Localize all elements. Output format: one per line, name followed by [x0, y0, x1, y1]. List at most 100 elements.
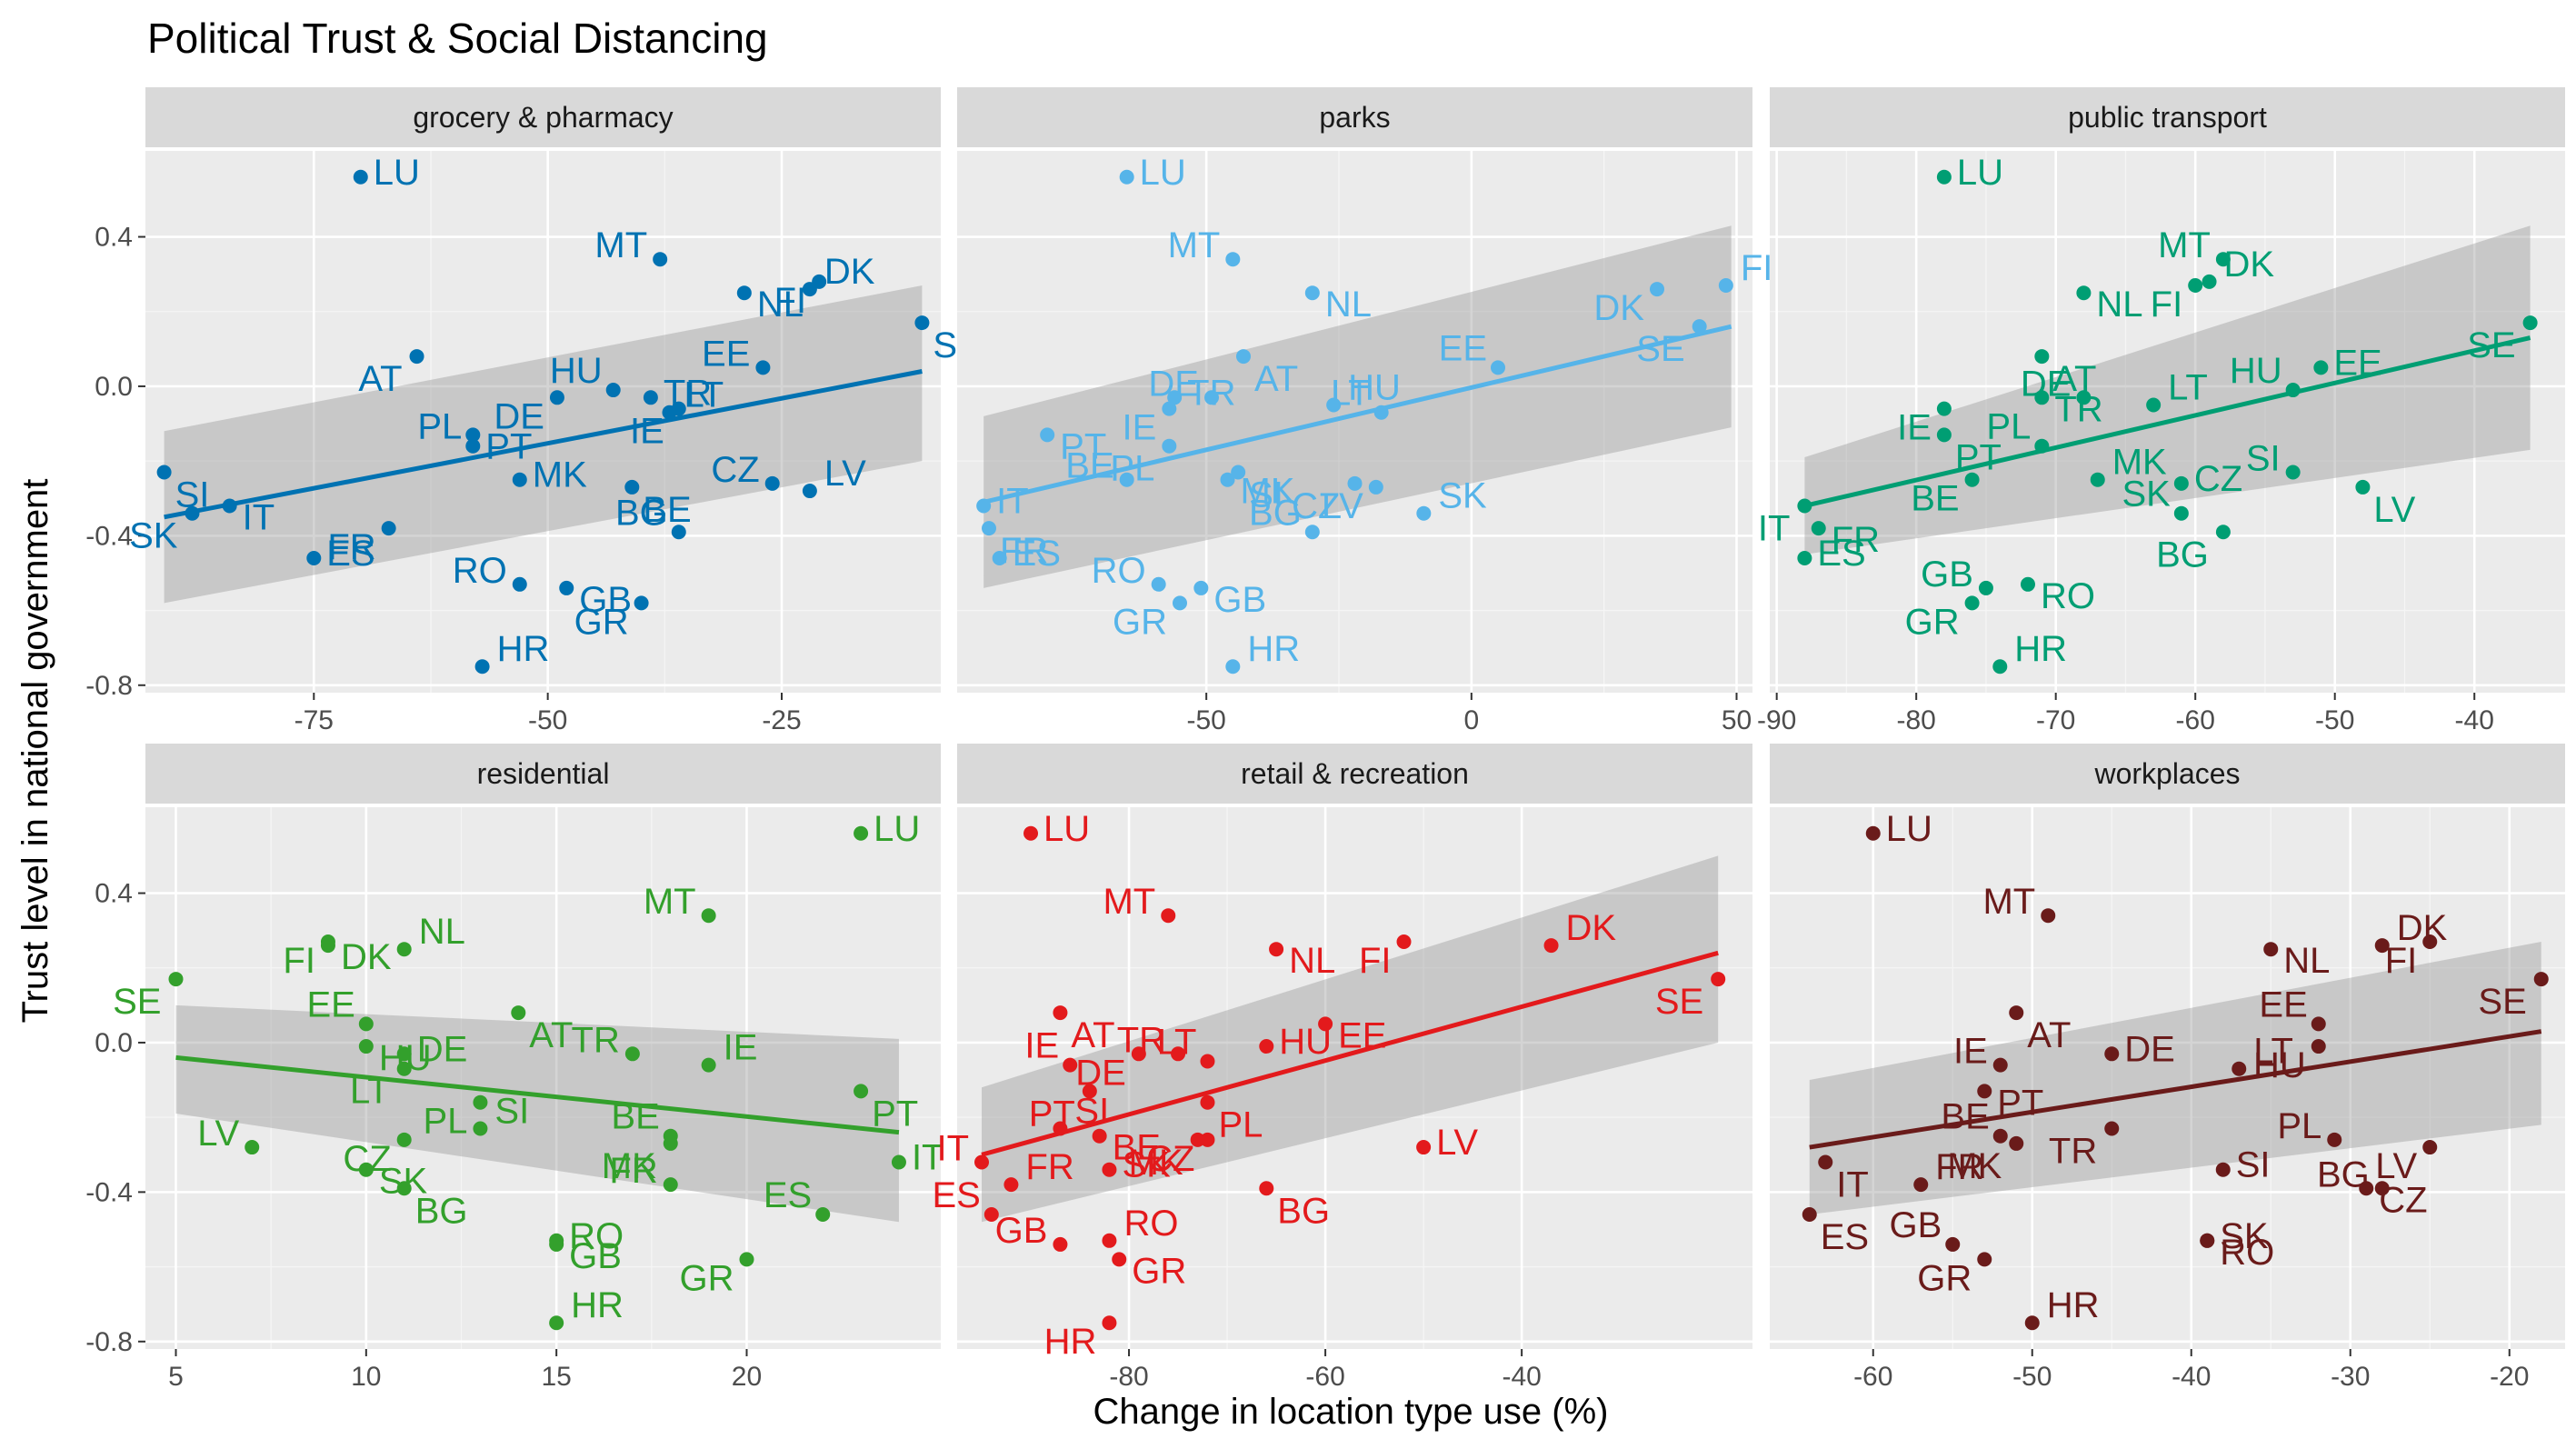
point-label-sk: SK — [1122, 1145, 1171, 1185]
point-hu — [358, 1039, 374, 1054]
point-cz — [2173, 475, 2189, 491]
point-pt — [1082, 1084, 1097, 1099]
confidence-band-parks — [983, 225, 1732, 588]
point-be — [1119, 472, 1134, 487]
point-ro — [2020, 576, 2035, 592]
x-tick-label: -60 — [1853, 1362, 1892, 1392]
point-label-fr: FR — [1025, 1147, 1073, 1187]
plot-title: Political Trust & Social Distancing — [147, 15, 768, 62]
point-label-nl: NL — [2283, 941, 2330, 981]
point-ie — [671, 401, 686, 416]
strip-workplaces — [1770, 744, 2565, 804]
point-label-dk: DK — [2397, 908, 2448, 948]
point-si — [473, 1121, 488, 1136]
point-bg — [1304, 525, 1320, 540]
point-label-lu: LU — [874, 809, 920, 849]
point-sk — [185, 505, 200, 521]
point-lu — [1119, 169, 1134, 185]
point-dk — [2374, 938, 2390, 954]
point-de — [1204, 390, 1219, 405]
point-mk — [512, 472, 527, 487]
point-tr — [643, 390, 658, 405]
point-at — [2034, 349, 2050, 365]
point-label-es: ES — [1821, 1217, 1869, 1257]
point-label-ie: IE — [630, 412, 664, 452]
fit-line-grocery-pharmacy — [164, 369, 923, 520]
point-label-tr: TR — [2054, 389, 2102, 429]
point-label-fi: FI — [2385, 941, 2418, 981]
point-label-it: IT — [936, 1128, 969, 1168]
point-hr — [474, 659, 490, 675]
point-label-lv: LV — [1322, 486, 1363, 526]
point-gr — [1173, 595, 1187, 611]
point-label-lv: LV — [2373, 490, 2415, 530]
point-hr — [1102, 1315, 1117, 1331]
point-label-ie: IE — [1024, 1026, 1059, 1066]
point-label-it: IT — [1836, 1164, 1869, 1204]
point-label-pl: PL — [1986, 407, 2031, 447]
point-es — [992, 551, 1007, 566]
point-label-fr: FR — [1000, 531, 1048, 571]
point-label-se: SE — [1655, 982, 1703, 1022]
point-label-lv: LV — [2375, 1146, 2417, 1186]
point-be — [624, 479, 640, 495]
point-label-hu: HU — [2253, 1045, 2306, 1085]
point-label-de: DE — [417, 1029, 468, 1069]
point-label-de: DE — [1148, 364, 1199, 404]
point-label-nl: NL — [1289, 941, 1335, 981]
point-hr — [1992, 659, 2008, 675]
point-be — [1992, 1128, 2008, 1144]
point-label-ie: IE — [1953, 1032, 1988, 1072]
point-label-ro: RO — [1123, 1204, 1178, 1244]
point-label-lu: LU — [1886, 809, 1932, 849]
point-pt — [854, 1084, 869, 1099]
point-label-hr: HR — [1247, 629, 1300, 669]
point-se — [914, 315, 930, 331]
point-label-ro: RO — [569, 1216, 624, 1256]
point-label-lt: LT — [1331, 374, 1371, 414]
point-si — [2215, 1162, 2231, 1177]
point-label-ro: RO — [1092, 551, 1146, 591]
strip-label-retail-recreation: retail & recreation — [1241, 757, 1469, 790]
point-label-es: ES — [932, 1175, 980, 1215]
point-label-at: AT — [2052, 359, 2096, 399]
point-at — [2009, 1005, 2024, 1021]
point-bg — [1259, 1181, 1274, 1196]
point-hr — [2024, 1315, 2040, 1331]
point-ee — [2311, 1016, 2326, 1032]
point-label-si: SI — [2236, 1145, 2271, 1185]
point-at — [1053, 1005, 1068, 1021]
point-es — [815, 1207, 831, 1223]
point-lt — [396, 1061, 412, 1076]
point-cz — [396, 1132, 412, 1147]
x-tick-label: -40 — [2455, 705, 2494, 735]
point-label-hr: HR — [1044, 1322, 1097, 1362]
panel-grocery-pharmacy: grocery & pharmacy -0.8 -0.4 0.0 0.4 -75 -50 -2… — [85, 87, 982, 735]
y-tick-label: 0.4 — [95, 879, 133, 909]
point-de — [549, 390, 564, 405]
point-mk — [2009, 1135, 2024, 1151]
point-gb — [1978, 580, 1993, 595]
point-at — [1236, 349, 1251, 365]
point-de — [2076, 390, 2092, 405]
point-si — [1231, 465, 1246, 480]
point-label-pt: PT — [872, 1094, 918, 1134]
point-ro — [512, 576, 527, 592]
point-label-mk: MK — [2112, 443, 2167, 483]
point-label-sk: SK — [1438, 476, 1487, 516]
point-label-si: SI — [1249, 475, 1283, 515]
point-lu — [854, 825, 869, 841]
point-tr — [2104, 1121, 2120, 1136]
x-tick-label: -20 — [2490, 1362, 2529, 1392]
point-lt — [2232, 1061, 2247, 1076]
point-lt — [1373, 405, 1389, 420]
point-label-it: IT — [243, 497, 275, 537]
point-lu — [353, 169, 368, 185]
point-gr — [739, 1252, 754, 1267]
point-fr — [1811, 521, 1826, 536]
point-label-be: BE — [1911, 479, 1959, 519]
point-label-fr: FR — [327, 527, 375, 567]
point-ie — [1162, 401, 1177, 416]
